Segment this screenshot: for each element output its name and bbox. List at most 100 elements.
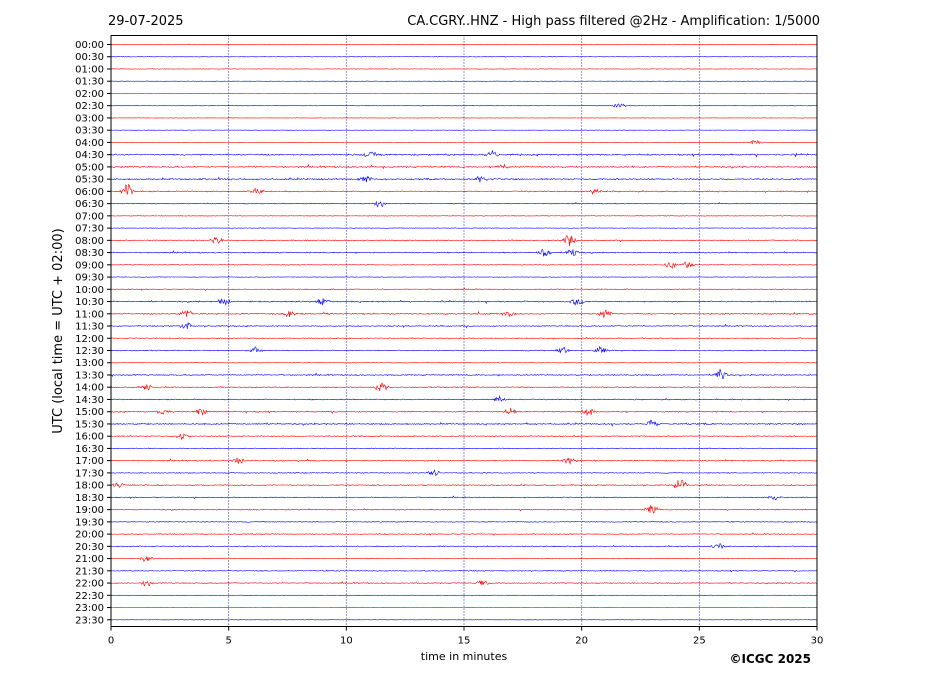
y-tick-label: 19:30: [75, 517, 104, 528]
trace-row-2130: [110, 569, 817, 573]
y-tick-label: 13:00: [75, 358, 104, 369]
y-tick-label: 06:30: [75, 199, 104, 210]
trace-row-0700: [110, 215, 817, 217]
y-tick-label: 22:30: [75, 591, 104, 602]
trace-row-1930: [110, 520, 817, 523]
trace-row-1230: [110, 345, 817, 354]
y-tick-label: 06:00: [75, 187, 104, 198]
x-tick-label: 30: [811, 636, 824, 647]
trace-row-0830: [110, 249, 817, 257]
trace-row-1530: [110, 419, 817, 427]
trace-row-0030: [110, 56, 817, 58]
y-tick-label: 19:00: [75, 505, 104, 516]
y-tick-label: 12:30: [75, 346, 104, 357]
trace-row-1200: [110, 337, 817, 340]
y-tick-label: 20:30: [75, 542, 104, 553]
trace-row-0500: [110, 163, 817, 170]
y-tick-label: 09:00: [75, 260, 104, 271]
y-axis-label: UTC (local time = UTC + 02:00): [51, 228, 66, 433]
seismic-traces: [110, 43, 817, 621]
trace-row-2100: [110, 556, 817, 563]
x-tick-label: 5: [225, 636, 231, 647]
trace-row-1730: [110, 469, 817, 477]
trace-row-1300: [110, 362, 817, 364]
y-tick-label: 11:30: [75, 322, 104, 333]
y-tick-label: 07:30: [75, 224, 104, 235]
y-tick-label: 14:30: [75, 395, 104, 406]
y-tick-label: 14:00: [75, 383, 104, 394]
trace-row-0900: [110, 261, 817, 269]
x-tick-labels: 0 5 10 15 20 25 30: [108, 626, 824, 647]
trace-row-1030: [110, 298, 817, 306]
y-tick-label: 05:00: [75, 162, 104, 173]
x-tick-label: 0: [108, 636, 114, 647]
copyright-label: ©ICGC 2025: [729, 652, 811, 666]
y-tick-label: 08:30: [75, 248, 104, 259]
trace-row-2000: [110, 532, 817, 536]
x-axis-label: time in minutes: [421, 650, 508, 663]
date-label: 29-07-2025: [108, 14, 184, 29]
chart-title: CA.CGRY..HNZ - High pass filtered @2Hz -…: [407, 14, 820, 29]
y-tick-label: 18:30: [75, 493, 104, 504]
trace-row-1900: [110, 505, 817, 514]
y-tick-label: 11:00: [75, 309, 104, 320]
y-tick-label: 22:00: [75, 579, 104, 590]
x-tick-label: 25: [693, 636, 706, 647]
trace-row-1400: [110, 382, 817, 392]
y-tick-label: 03:00: [75, 113, 104, 124]
y-tick-label: 00:30: [75, 52, 104, 63]
trace-row-1600: [110, 433, 817, 441]
plot-frame: [110, 35, 818, 627]
trace-row-0930: [110, 276, 817, 278]
y-tick-label: 12:00: [75, 334, 104, 345]
trace-row-2200: [110, 579, 817, 587]
trace-row-0630: [110, 200, 817, 208]
trace-row-1430: [110, 394, 817, 402]
y-tick-label: 20:00: [75, 530, 104, 541]
y-tick-label: 21:30: [75, 566, 104, 577]
y-tick-label: 02:00: [75, 89, 104, 100]
y-tick-label: 17:30: [75, 468, 104, 479]
y-tick-label: 15:00: [75, 407, 104, 418]
trace-row-0530: [110, 175, 817, 183]
y-tick-label: 16:30: [75, 444, 104, 455]
trace-row-0600: [110, 183, 817, 196]
trace-row-1000: [110, 287, 817, 292]
y-tick-label: 15:30: [75, 419, 104, 430]
trace-row-1100: [110, 309, 817, 319]
trace-row-0230: [110, 103, 817, 108]
y-tick-label: 07:00: [75, 211, 104, 222]
y-tick-label: 10:00: [75, 285, 104, 296]
trace-row-1630: [110, 447, 817, 450]
trace-row-0800: [110, 235, 817, 247]
y-tick-label: 13:30: [75, 370, 104, 381]
y-tick-label: 17:00: [75, 456, 104, 467]
trace-row-1330: [110, 368, 817, 380]
y-tick-label: 23:30: [75, 615, 104, 626]
trace-row-0430: [110, 150, 817, 158]
trace-row-1500: [110, 408, 817, 416]
y-tick-label: 10:30: [75, 297, 104, 308]
x-tick-label: 15: [458, 636, 471, 647]
trace-row-1700: [110, 457, 817, 465]
trace-row-1830: [110, 495, 817, 501]
y-tick-label: 09:30: [75, 273, 104, 284]
y-tick-label: 01:00: [75, 64, 104, 75]
y-tick-label: 00:00: [75, 40, 104, 51]
trace-row-0100: [110, 68, 817, 70]
trace-row-2030: [110, 543, 817, 550]
y-tick-label: 02:30: [75, 101, 104, 112]
y-tick-label: 16:00: [75, 432, 104, 443]
trace-row-1800: [110, 479, 817, 489]
x-tick-label: 20: [575, 636, 588, 647]
grid-lines: [228, 35, 700, 627]
trace-row-0400: [110, 139, 817, 145]
y-tick-label: 04:30: [75, 150, 104, 161]
y-tick-label: 05:30: [75, 175, 104, 186]
y-tick-label: 18:00: [75, 481, 104, 492]
trace-row-1130: [110, 322, 817, 329]
trace-row-0730: [110, 227, 817, 229]
y-tick-label: 21:00: [75, 554, 104, 565]
